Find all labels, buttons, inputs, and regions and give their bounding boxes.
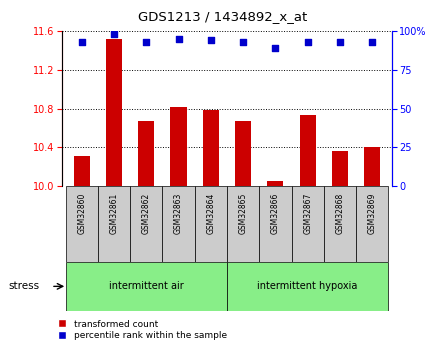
Bar <box>291 186 324 262</box>
Text: stress: stress <box>9 282 40 291</box>
Point <box>239 39 247 45</box>
Text: GSM32866: GSM32866 <box>271 193 280 234</box>
Text: GSM32864: GSM32864 <box>206 193 215 234</box>
Point <box>175 36 182 42</box>
Point <box>368 39 376 45</box>
Bar <box>65 186 98 262</box>
Bar <box>65 262 227 310</box>
Text: GSM32863: GSM32863 <box>174 193 183 234</box>
Bar <box>106 39 122 186</box>
Point <box>78 39 85 45</box>
Bar <box>98 186 130 262</box>
Point <box>336 39 344 45</box>
Bar <box>162 186 194 262</box>
Bar <box>356 186 388 262</box>
Text: GSM32868: GSM32868 <box>336 193 344 234</box>
Text: GSM32869: GSM32869 <box>368 193 377 234</box>
Bar <box>227 262 388 310</box>
Bar <box>324 186 356 262</box>
Bar <box>130 186 162 262</box>
Text: GSM32861: GSM32861 <box>109 193 118 234</box>
Bar <box>259 186 291 262</box>
Bar <box>73 156 90 186</box>
Text: GSM32865: GSM32865 <box>239 193 247 234</box>
Text: intermittent air: intermittent air <box>109 282 184 291</box>
Text: GSM32862: GSM32862 <box>142 193 151 234</box>
Text: GSM32867: GSM32867 <box>303 193 312 234</box>
Bar <box>267 181 283 186</box>
Point <box>110 31 117 37</box>
Text: GSM32860: GSM32860 <box>77 193 86 234</box>
Point <box>143 39 150 45</box>
Point <box>207 38 214 43</box>
Bar <box>227 186 259 262</box>
Text: GDS1213 / 1434892_x_at: GDS1213 / 1434892_x_at <box>138 10 307 23</box>
Bar <box>364 147 380 186</box>
Bar <box>235 121 251 186</box>
Point <box>272 45 279 51</box>
Bar <box>203 110 219 186</box>
Bar <box>138 121 154 186</box>
Bar <box>194 186 227 262</box>
Bar <box>299 116 316 186</box>
Bar <box>170 107 186 186</box>
Text: intermittent hypoxia: intermittent hypoxia <box>258 282 358 291</box>
Legend: transformed count, percentile rank within the sample: transformed count, percentile rank withi… <box>58 320 227 341</box>
Point <box>304 39 311 45</box>
Bar <box>332 151 348 186</box>
